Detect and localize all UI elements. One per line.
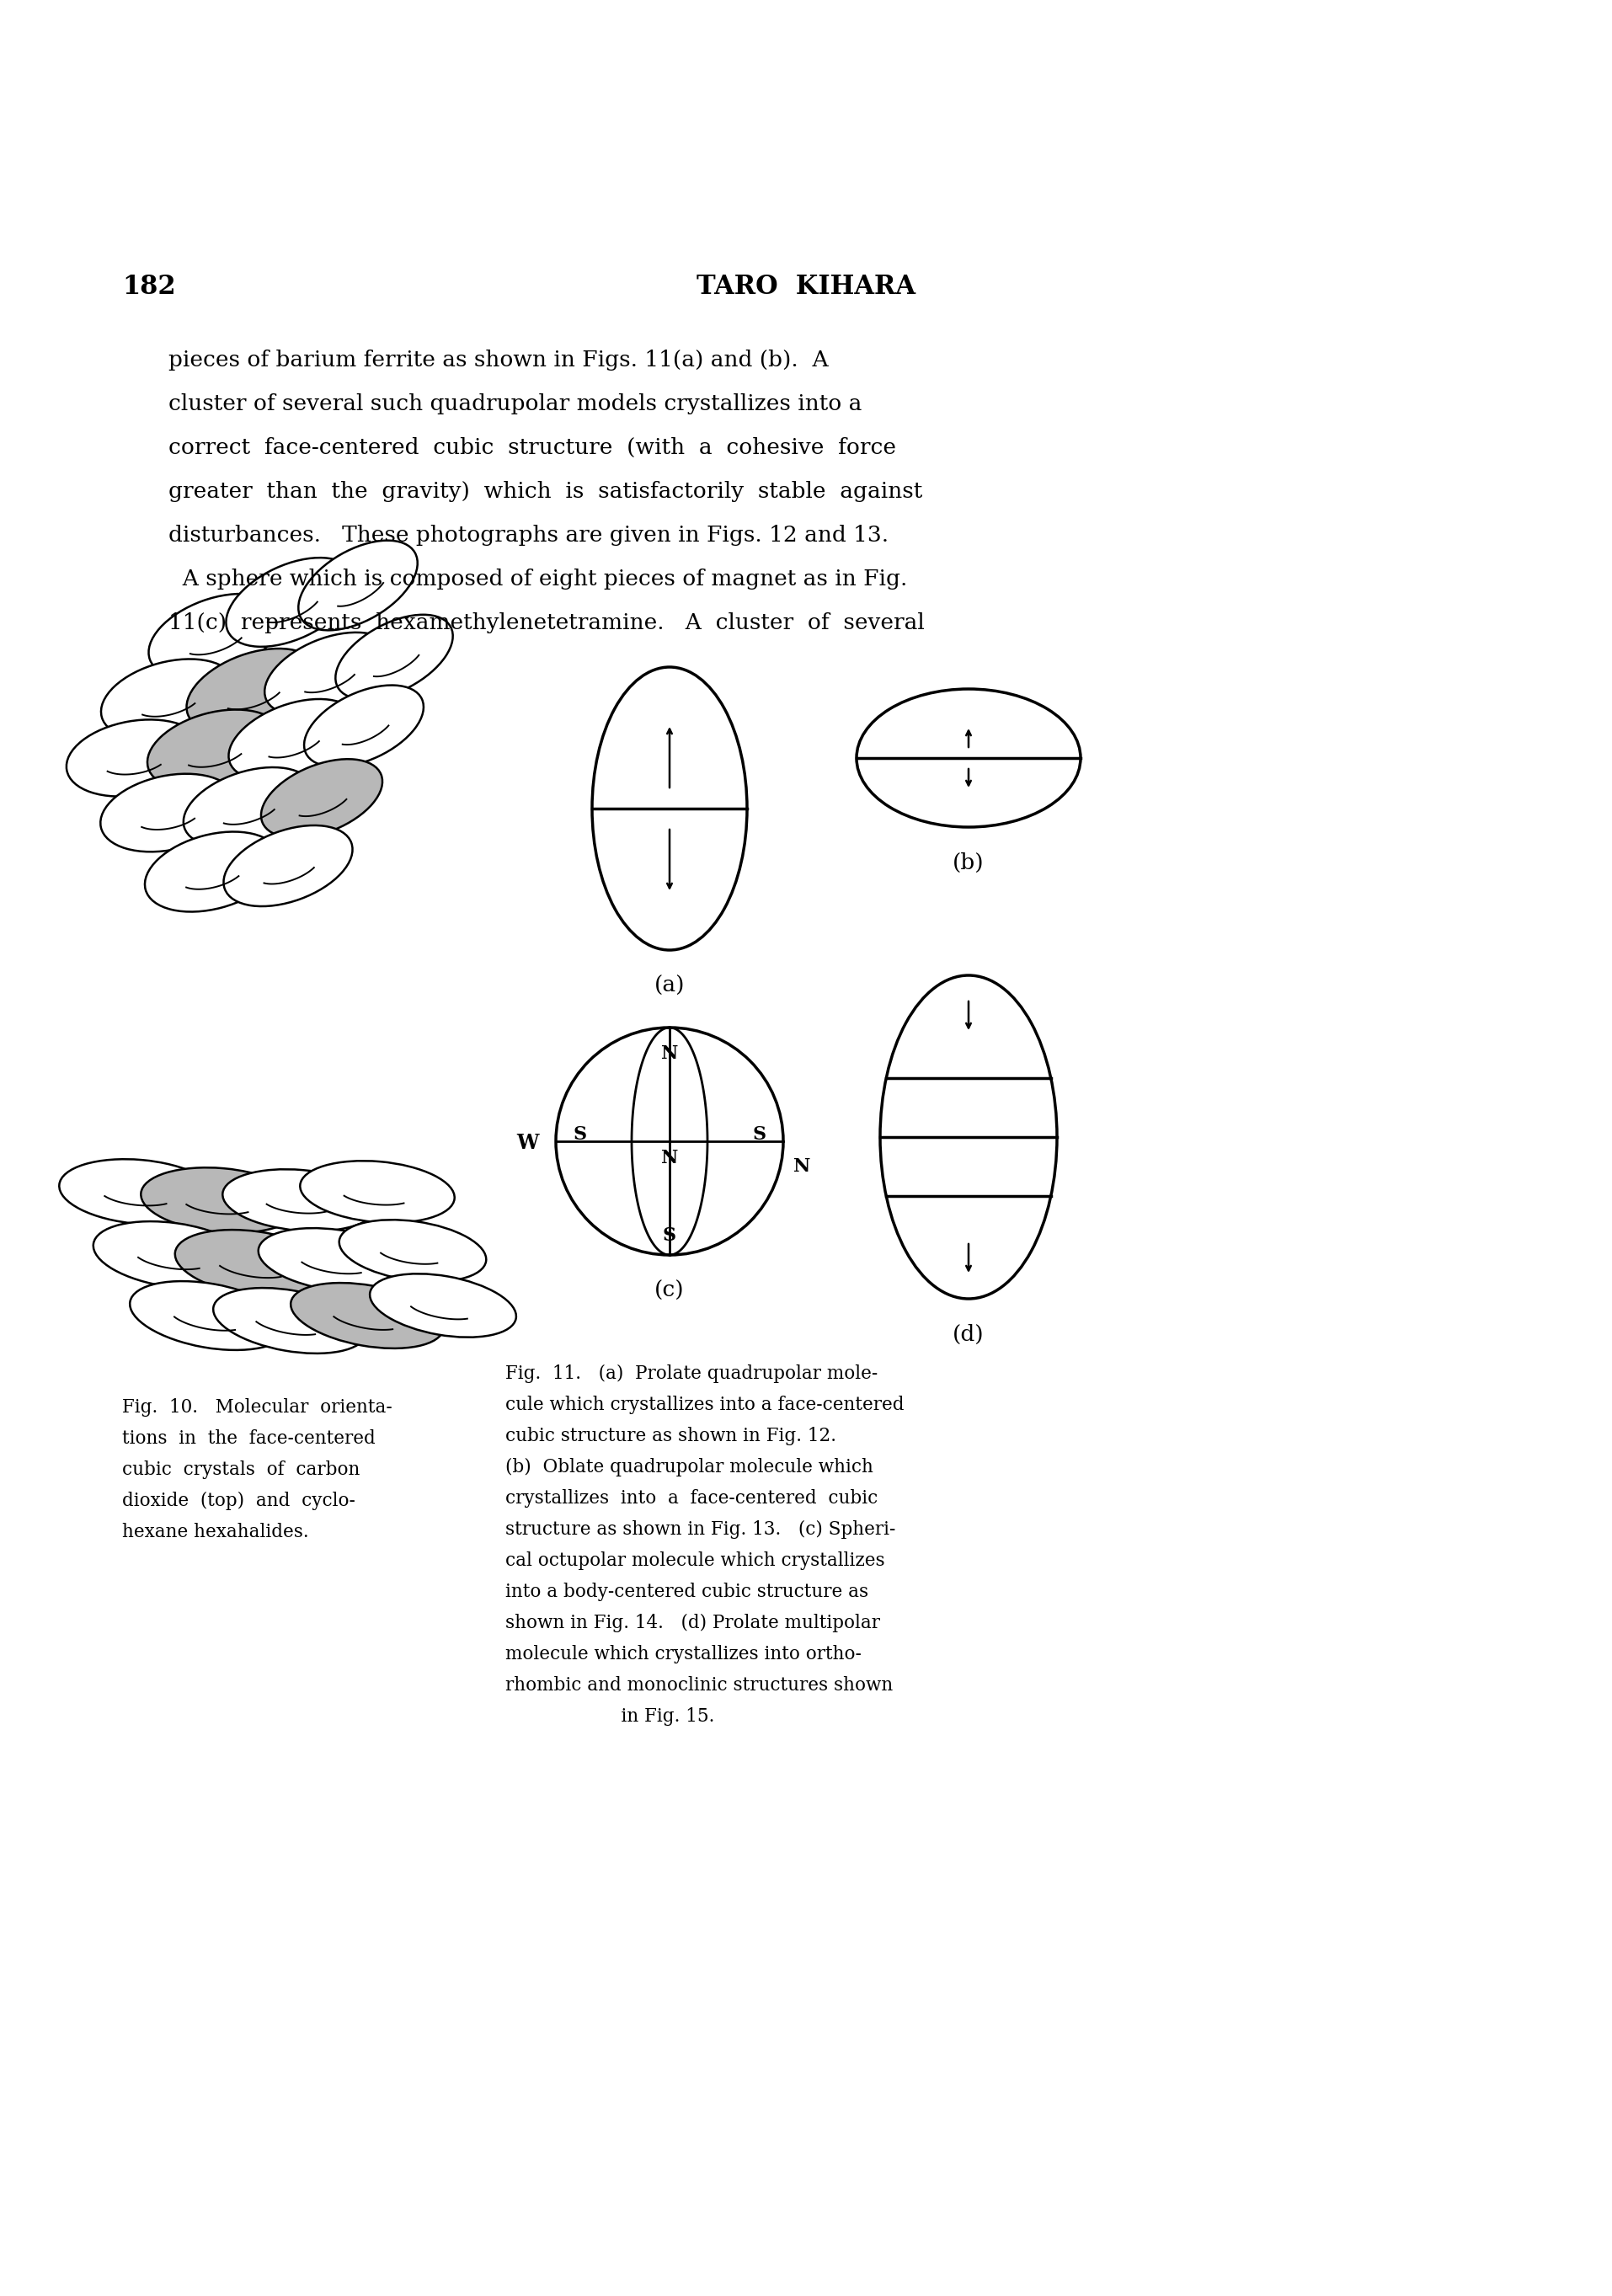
Ellipse shape xyxy=(226,558,355,647)
Text: crystallizes  into  a  face-centered  cubic: crystallizes into a face-centered cubic xyxy=(505,1490,879,1508)
Text: A sphere which is composed of eight pieces of magnet as in Fig.: A sphere which is composed of eight piec… xyxy=(168,569,908,590)
Text: structure as shown in Fig. 13.   (c) Spheri-: structure as shown in Fig. 13. (c) Spher… xyxy=(505,1520,896,1538)
Text: correct  face-centered  cubic  structure  (with  a  cohesive  force: correct face-centered cubic structure (w… xyxy=(168,436,896,459)
Ellipse shape xyxy=(60,1159,219,1224)
Text: S: S xyxy=(753,1125,766,1143)
Ellipse shape xyxy=(187,647,319,732)
Ellipse shape xyxy=(147,709,282,790)
Text: rhombic and monoclinic structures shown: rhombic and monoclinic structures shown xyxy=(505,1676,893,1694)
Text: hexane hexahalides.: hexane hexahalides. xyxy=(123,1522,310,1541)
Text: (b): (b) xyxy=(953,852,985,872)
Ellipse shape xyxy=(222,1169,377,1231)
Text: molecule which crystallizes into ortho-: molecule which crystallizes into ortho- xyxy=(505,1644,861,1665)
Ellipse shape xyxy=(93,1221,251,1288)
Text: Fig.  10.   Molecular  orienta-: Fig. 10. Molecular orienta- xyxy=(123,1398,392,1417)
Ellipse shape xyxy=(290,1283,443,1348)
Ellipse shape xyxy=(339,1219,487,1281)
Text: cubic  crystals  of  carbon: cubic crystals of carbon xyxy=(123,1460,359,1479)
Ellipse shape xyxy=(258,1228,413,1293)
Ellipse shape xyxy=(261,760,382,838)
Ellipse shape xyxy=(184,767,313,847)
Ellipse shape xyxy=(102,659,235,739)
Text: (b)  Oblate quadrupolar molecule which: (b) Oblate quadrupolar molecule which xyxy=(505,1458,874,1476)
Ellipse shape xyxy=(100,774,237,852)
Ellipse shape xyxy=(880,976,1057,1300)
Ellipse shape xyxy=(264,631,392,714)
Text: (c): (c) xyxy=(654,1281,685,1302)
Text: into a body-centered cubic structure as: into a body-centered cubic structure as xyxy=(505,1582,869,1600)
Ellipse shape xyxy=(856,689,1080,827)
Text: (d): (d) xyxy=(953,1325,985,1345)
Text: N: N xyxy=(661,1045,679,1063)
Ellipse shape xyxy=(305,684,424,767)
Text: cluster of several such quadrupolar models crystallizes into a: cluster of several such quadrupolar mode… xyxy=(168,393,862,413)
Text: in Fig. 15.: in Fig. 15. xyxy=(505,1708,714,1727)
Text: TARO  KIHARA: TARO KIHARA xyxy=(696,273,916,301)
Ellipse shape xyxy=(145,831,279,912)
Text: S: S xyxy=(572,1125,587,1143)
Text: 11(c)  represents  hexamethylenetetramine.   A  cluster  of  several: 11(c) represents hexamethylenetetramine.… xyxy=(168,613,925,634)
Text: pieces of barium ferrite as shown in Figs. 11(a) and (b).  A: pieces of barium ferrite as shown in Fig… xyxy=(168,349,829,370)
Text: dioxide  (top)  and  cyclo-: dioxide (top) and cyclo- xyxy=(123,1492,355,1511)
Text: S: S xyxy=(663,1226,677,1244)
Text: N: N xyxy=(661,1148,679,1166)
Ellipse shape xyxy=(66,719,203,797)
Text: W: W xyxy=(517,1132,538,1153)
Ellipse shape xyxy=(176,1231,334,1297)
Ellipse shape xyxy=(369,1274,516,1336)
Text: cal octupolar molecule which crystallizes: cal octupolar molecule which crystallize… xyxy=(505,1552,885,1570)
Ellipse shape xyxy=(213,1288,366,1352)
Ellipse shape xyxy=(140,1169,300,1233)
Text: (a): (a) xyxy=(654,976,685,996)
Text: Fig.  11.   (a)  Prolate quadrupolar mole-: Fig. 11. (a) Prolate quadrupolar mole- xyxy=(505,1364,879,1382)
Text: cubic structure as shown in Fig. 12.: cubic structure as shown in Fig. 12. xyxy=(505,1426,837,1444)
Ellipse shape xyxy=(298,540,418,631)
Text: tions  in  the  face-centered: tions in the face-centered xyxy=(123,1430,376,1449)
Ellipse shape xyxy=(224,824,353,907)
Ellipse shape xyxy=(300,1162,455,1224)
Text: greater  than  the  gravity)  which  is  satisfactorily  stable  against: greater than the gravity) which is satis… xyxy=(168,480,922,503)
Text: shown in Fig. 14.   (d) Prolate multipolar: shown in Fig. 14. (d) Prolate multipolar xyxy=(505,1614,880,1632)
Ellipse shape xyxy=(148,595,280,677)
Text: N: N xyxy=(793,1157,811,1176)
Ellipse shape xyxy=(592,668,746,951)
Text: disturbances.   These photographs are given in Figs. 12 and 13.: disturbances. These photographs are give… xyxy=(168,526,888,546)
Text: cule which crystallizes into a face-centered: cule which crystallizes into a face-cent… xyxy=(505,1396,904,1414)
Circle shape xyxy=(556,1029,783,1256)
Ellipse shape xyxy=(335,615,453,700)
Ellipse shape xyxy=(131,1281,289,1350)
Text: 182: 182 xyxy=(123,273,176,301)
Ellipse shape xyxy=(229,698,358,781)
